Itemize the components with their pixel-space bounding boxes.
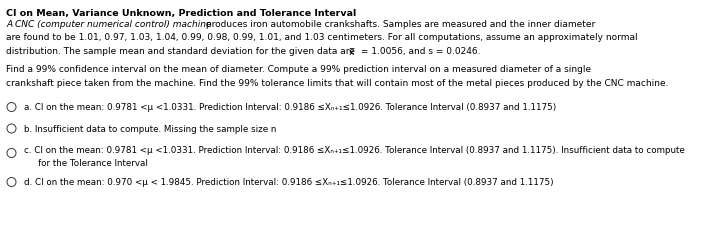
Text: produces iron automobile crankshafts. Samples are measured and the inner diamete: produces iron automobile crankshafts. Sa…: [203, 20, 595, 29]
Text: CI on Mean, Variance Unknown, Prediction and Tolerance Interval: CI on Mean, Variance Unknown, Prediction…: [6, 9, 356, 18]
Text: A CNC (computer numerical control) machine: A CNC (computer numerical control) machi…: [6, 20, 211, 29]
Text: distribution. The sample mean and standard deviation for the given data are: distribution. The sample mean and standa…: [6, 47, 355, 56]
Text: crankshaft piece taken from the machine. Find the 99% tolerance limits that will: crankshaft piece taken from the machine.…: [6, 79, 668, 87]
Text: Find a 99% confidence interval on the mean of diameter. Compute a 99% prediction: Find a 99% confidence interval on the me…: [6, 65, 591, 74]
Text: x̅: x̅: [349, 48, 354, 57]
Text: c. CI on the mean: 0.9781 <μ <1.0331. Prediction Interval: 0.9186 ≤Xₙ₊₁≤1.0926. : c. CI on the mean: 0.9781 <μ <1.0331. Pr…: [24, 146, 685, 155]
Text: b. Insufficient data to compute. Missing the sample size n: b. Insufficient data to compute. Missing…: [24, 124, 276, 133]
Text: for the Tolerance Interval: for the Tolerance Interval: [38, 160, 148, 168]
Text: = 1.0056, and s = 0.0246.: = 1.0056, and s = 0.0246.: [358, 47, 481, 56]
Text: a. CI on the mean: 0.9781 <μ <1.0331. Prediction Interval: 0.9186 ≤Xₙ₊₁≤1.0926. : a. CI on the mean: 0.9781 <μ <1.0331. Pr…: [24, 103, 556, 112]
Text: are found to be 1.01, 0.97, 1.03, 1.04, 0.99, 0.98, 0.99, 1.01, and 1.03 centime: are found to be 1.01, 0.97, 1.03, 1.04, …: [6, 34, 638, 42]
Text: d. CI on the mean: 0.970 <μ < 1.9845. Prediction Interval: 0.9186 ≤Xₙ₊₁≤1.0926. : d. CI on the mean: 0.970 <μ < 1.9845. Pr…: [24, 178, 553, 187]
